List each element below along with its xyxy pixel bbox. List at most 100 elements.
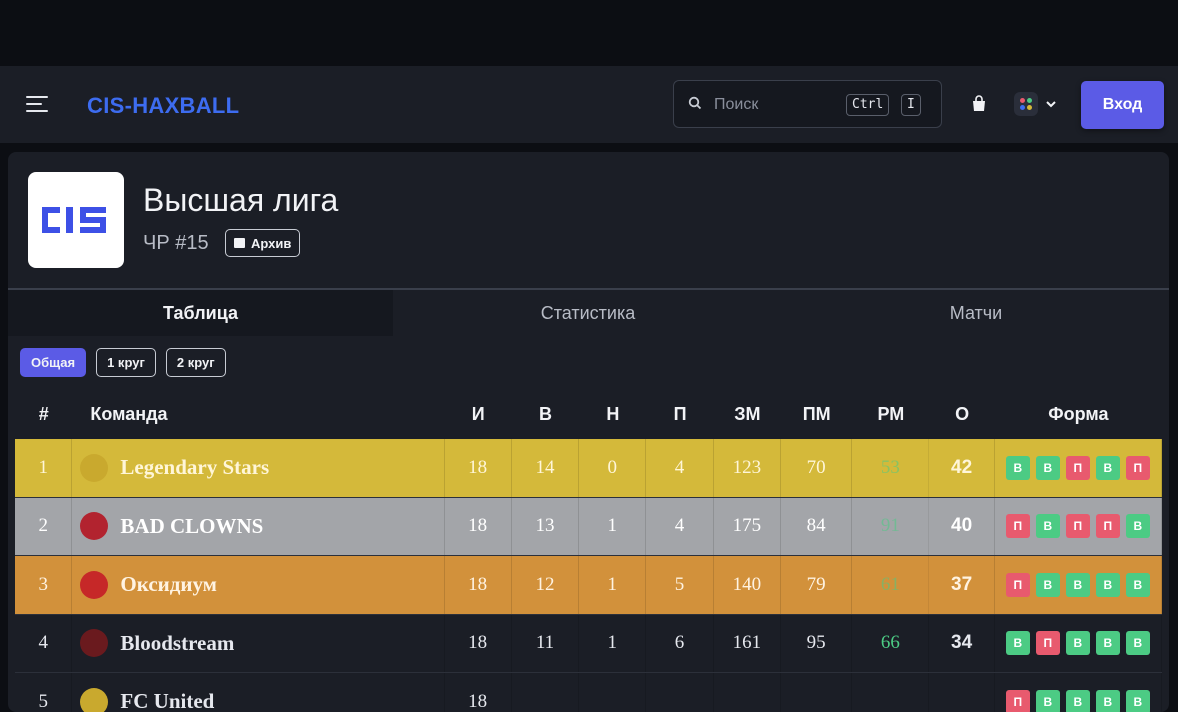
points: 37 bbox=[929, 556, 995, 614]
wins: 13 bbox=[512, 497, 580, 555]
points: 40 bbox=[929, 497, 995, 555]
draws bbox=[579, 673, 647, 712]
search-input[interactable]: Поиск Ctrl I bbox=[673, 80, 942, 128]
team-cell: FC United bbox=[72, 673, 445, 712]
draws: 0 bbox=[579, 439, 647, 497]
team-cell: BAD CLOWNS bbox=[72, 497, 445, 555]
chevron-down-icon bbox=[1046, 101, 1056, 108]
col-goals-for: ЗМ bbox=[734, 403, 761, 424]
draws: 1 bbox=[579, 556, 647, 614]
team-name[interactable]: FC United bbox=[120, 689, 215, 712]
losses: 4 bbox=[646, 439, 714, 497]
form-loss-badge: П bbox=[1095, 514, 1120, 539]
wins: 14 bbox=[512, 439, 580, 497]
form-win-badge: В bbox=[1005, 631, 1030, 656]
goals-against: 84 bbox=[781, 497, 853, 555]
login-button[interactable]: Вход bbox=[1081, 81, 1164, 129]
table-row[interactable]: 2 BAD CLOWNS 18 13 1 4 175 84 91 40 П В П П В bbox=[15, 497, 1162, 556]
table-row[interactable]: 3 Оксидиум 18 12 1 5 140 79 61 37 П В В В В bbox=[15, 556, 1162, 615]
archive-icon bbox=[234, 238, 245, 248]
goal-diff: 61 bbox=[852, 556, 930, 614]
losses: 5 bbox=[646, 556, 714, 614]
goal-diff: 91 bbox=[852, 497, 930, 555]
tab-statistics[interactable]: Статистика bbox=[540, 302, 636, 323]
team-name[interactable]: BAD CLOWNS bbox=[120, 513, 264, 538]
team-logo bbox=[80, 687, 109, 712]
filter-overall[interactable]: Общая bbox=[20, 348, 87, 377]
table-header: # Команда И В Н П ЗМ ПМ РМ О Форма bbox=[15, 390, 1162, 438]
standings-table: 1 Legendary Stars 18 14 0 4 123 70 53 42 В В П В П 2 BAD… bbox=[15, 439, 1162, 712]
table-row[interactable]: 4 Bloodstream 18 11 1 6 161 95 66 34 В П В В В bbox=[15, 614, 1162, 673]
shop-bag-icon[interactable] bbox=[970, 95, 988, 113]
col-form: Форма bbox=[1048, 403, 1109, 424]
form-win-badge: В bbox=[1065, 689, 1090, 712]
goals-for bbox=[714, 673, 781, 712]
kbd-ctrl: Ctrl bbox=[846, 94, 890, 116]
form-win-badge: В bbox=[1095, 572, 1120, 597]
theme-switcher[interactable] bbox=[1014, 92, 1062, 116]
tabs: Таблица Статистика Матчи bbox=[8, 288, 1169, 336]
form-win-badge: В bbox=[1035, 455, 1060, 480]
games: 18 bbox=[445, 673, 512, 712]
tab-table[interactable]: Таблица bbox=[8, 290, 393, 336]
team-logo bbox=[80, 629, 109, 658]
league-logo bbox=[28, 172, 124, 268]
season-label: ЧР #15 bbox=[143, 232, 209, 254]
league-title: Высшая лига bbox=[143, 182, 339, 218]
form-win-badge: В bbox=[1065, 631, 1090, 656]
filter-round-1[interactable]: 1 круг bbox=[96, 348, 156, 377]
form-loss-badge: П bbox=[1125, 455, 1150, 480]
table-row[interactable]: 5 FC United 18 П В В В В bbox=[15, 673, 1162, 712]
goals-against: 70 bbox=[781, 439, 853, 497]
team-name[interactable]: Bloodstream bbox=[120, 630, 235, 655]
form-win-badge: В bbox=[1125, 572, 1150, 597]
form-win-badge: В bbox=[1095, 455, 1120, 480]
position: 2 bbox=[15, 497, 73, 555]
goals-for: 175 bbox=[714, 497, 781, 555]
col-games: И bbox=[471, 403, 485, 424]
table-row[interactable]: 1 Legendary Stars 18 14 0 4 123 70 53 42 В В П В П bbox=[15, 439, 1162, 498]
team-cell: Legendary Stars bbox=[72, 439, 445, 497]
goals-against bbox=[781, 673, 853, 712]
form-win-badge: В bbox=[1125, 514, 1150, 539]
team-logo bbox=[80, 453, 109, 482]
col-wins: В bbox=[539, 403, 553, 424]
kbd-i: I bbox=[901, 94, 921, 116]
team-name[interactable]: Legendary Stars bbox=[120, 455, 270, 480]
form-win-badge: В bbox=[1125, 689, 1150, 712]
search-icon bbox=[688, 96, 702, 110]
wins: 12 bbox=[512, 556, 580, 614]
col-draws: Н bbox=[606, 403, 620, 424]
draws: 1 bbox=[579, 497, 647, 555]
wins: 11 bbox=[512, 614, 580, 672]
form-win-badge: В bbox=[1035, 572, 1060, 597]
team-cell: Оксидиум bbox=[72, 556, 445, 614]
losses: 4 bbox=[646, 497, 714, 555]
top-strip bbox=[0, 0, 1178, 66]
col-goals-against: ПМ bbox=[802, 403, 831, 424]
team-logo bbox=[80, 570, 109, 599]
col-losses: П bbox=[673, 403, 687, 424]
team-name[interactable]: Оксидиум bbox=[120, 572, 217, 597]
form-win-badge: В bbox=[1035, 514, 1060, 539]
menu-icon[interactable] bbox=[26, 96, 48, 114]
games: 18 bbox=[445, 497, 512, 555]
games: 18 bbox=[445, 614, 512, 672]
form-win-badge: В bbox=[1095, 689, 1120, 712]
games: 18 bbox=[445, 556, 512, 614]
search-placeholder: Поиск bbox=[714, 96, 759, 113]
league-card: Высшая лига ЧР #15 Архив Таблица Статист… bbox=[8, 152, 1169, 712]
wins bbox=[512, 673, 580, 712]
tab-matches[interactable]: Матчи bbox=[949, 302, 1003, 323]
position: 5 bbox=[15, 673, 73, 712]
position: 4 bbox=[15, 614, 73, 672]
form-win-badge: В bbox=[1005, 455, 1030, 480]
form-loss-badge: П bbox=[1065, 455, 1090, 480]
form-win-badge: В bbox=[1035, 689, 1060, 712]
brand-logo[interactable]: CIS-HAXBALL bbox=[87, 93, 240, 118]
filter-round-2[interactable]: 2 круг bbox=[165, 348, 226, 377]
